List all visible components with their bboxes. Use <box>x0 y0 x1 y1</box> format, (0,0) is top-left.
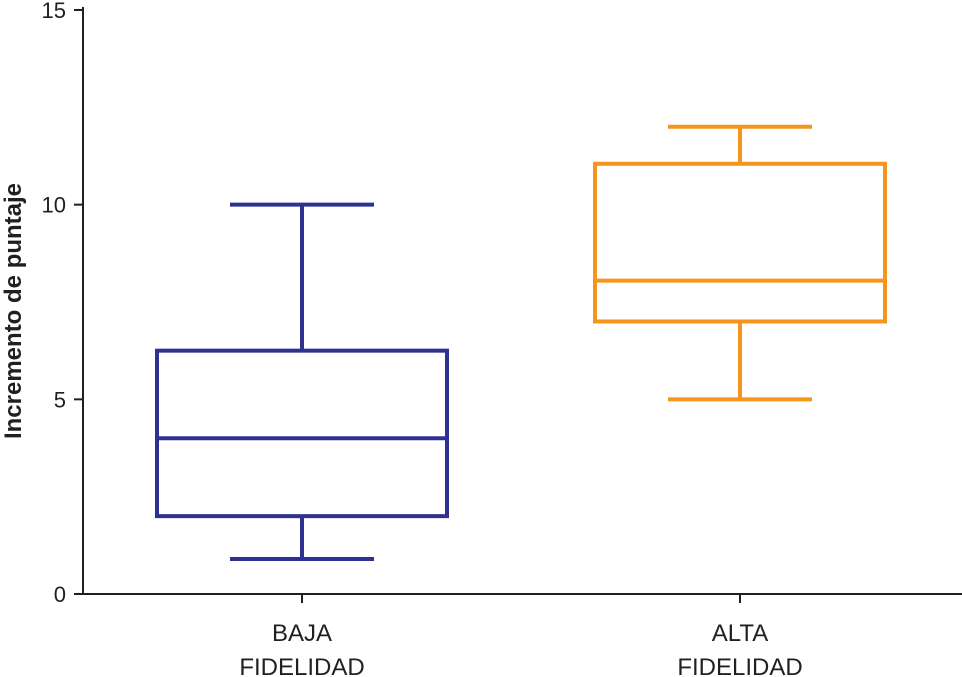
iqr-box <box>593 161 887 324</box>
y-tick-label-10: 10 <box>42 193 66 218</box>
x-category-label-1-line-0: ALTA <box>712 620 768 647</box>
box-group-0 <box>155 202 449 561</box>
x-axis: BAJA FIDELIDAD ALTA FIDELIDAD <box>82 593 962 677</box>
iqr-box <box>155 348 449 519</box>
boxes <box>155 124 887 561</box>
x-category-label-1-line-1: FIDELIDAD <box>677 654 802 677</box>
y-tick-label-0: 0 <box>54 582 66 607</box>
y-tick-label-15: 15 <box>42 0 66 23</box>
x-category-label-0-line-0: BAJA <box>272 620 332 647</box>
y-axis: 0 5 10 15 <box>42 0 84 607</box>
y-tick-label-5: 5 <box>54 387 66 412</box>
y-axis-title: Incremento de puntaje <box>0 183 27 439</box>
x-category-label-0-line-1: FIDELIDAD <box>239 654 364 677</box>
box-group-1 <box>593 124 887 402</box>
